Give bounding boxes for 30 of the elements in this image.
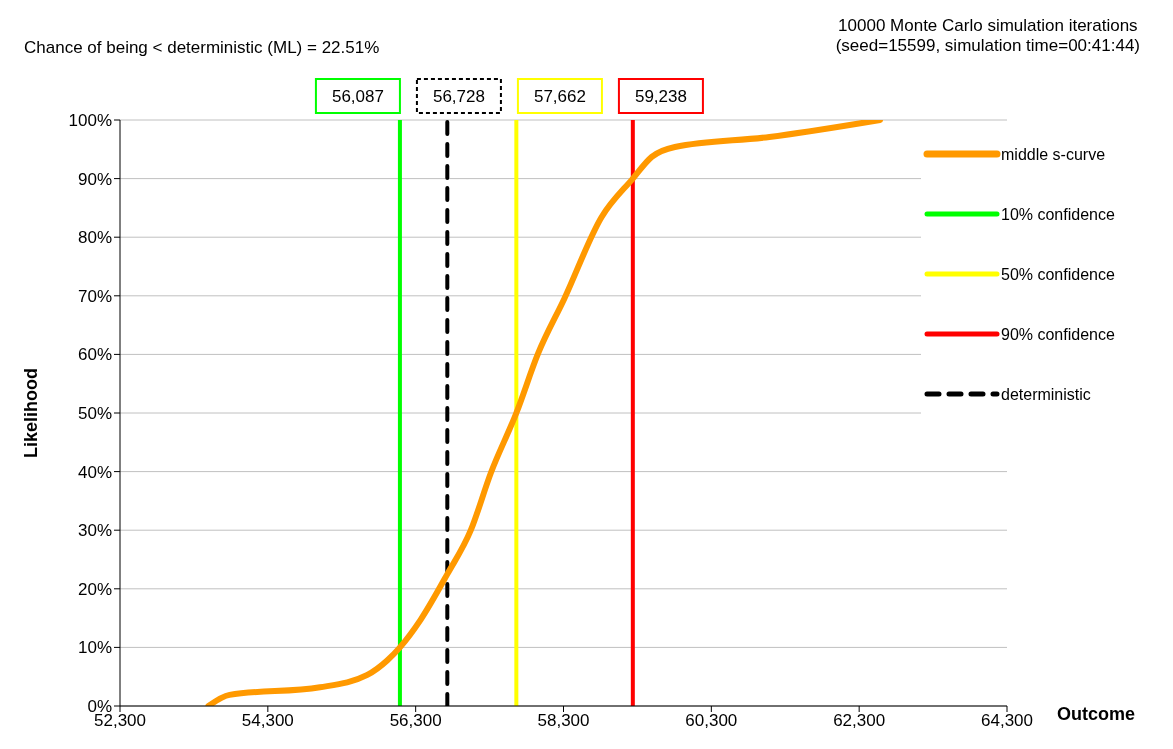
- annotation: 56,728: [432, 87, 485, 106]
- y-tick-label: 60%: [77, 345, 112, 365]
- text: (seed=15599, simulation time=00:41:44): [835, 36, 1140, 56]
- legend-label: middle s-curve: [1001, 145, 1107, 165]
- y-tick-label: 40%: [77, 462, 112, 482]
- y-tick-label: 70%: [77, 286, 112, 306]
- x-axis-title: Outcome: [1057, 704, 1136, 725]
- x-tick-label: 54,300: [241, 711, 294, 731]
- y-tick-label: 20%: [77, 579, 112, 599]
- y-tick-label: 100%: [68, 111, 112, 131]
- legend-label: 50% confidence: [1001, 265, 1116, 285]
- legend-label: deterministic: [1001, 385, 1092, 405]
- y-axis-title: Likelihood: [21, 368, 42, 458]
- x-tick-label: 62,300: [833, 711, 886, 731]
- annotation: 57,662: [533, 87, 586, 106]
- x-tick-label: 64,300: [981, 711, 1033, 731]
- y-tick-label: 30%: [77, 521, 112, 541]
- annotation: 56,087: [331, 87, 384, 106]
- legend-label: 10% confidence: [1001, 205, 1116, 225]
- legend-label: 90% confidence: [1001, 325, 1116, 345]
- text: 10000 Monte Carlo simulation iterations: [837, 16, 1139, 36]
- y-tick-label: 50%: [77, 404, 112, 424]
- y-tick-label: 80%: [77, 228, 112, 248]
- x-tick-label: 60,300: [685, 711, 738, 731]
- annotation: 59,238: [634, 87, 687, 106]
- x-tick-label: 56,300: [389, 711, 442, 731]
- text: Chance of being < deterministic (ML) = 22.51%: [24, 38, 380, 58]
- x-tick-label: 58,300: [537, 711, 590, 731]
- y-tick-label: 10%: [77, 638, 112, 658]
- y-tick-label: 90%: [77, 169, 112, 189]
